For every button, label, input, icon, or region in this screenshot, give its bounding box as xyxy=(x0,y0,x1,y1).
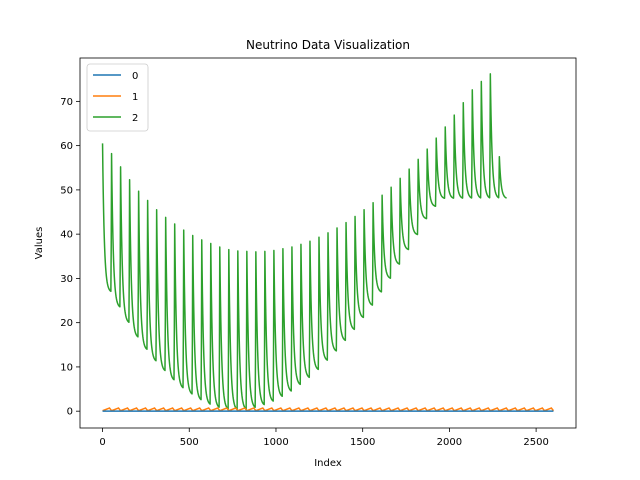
plot-area xyxy=(101,73,555,412)
legend-box xyxy=(86,63,149,132)
chart-title: Neutrino Data Visualization xyxy=(246,38,410,52)
y-tick-label: 30 xyxy=(60,274,73,285)
x-tick-label: 0 xyxy=(99,437,105,448)
legend-label-1: 1 xyxy=(132,92,138,103)
x-tick-label: 2500 xyxy=(523,437,548,448)
y-tick-label: 0 xyxy=(67,407,73,418)
x-axis-title: Index xyxy=(314,458,342,469)
x-axis: 0 500 1000 1500 2000 2500 xyxy=(99,428,549,448)
x-tick-label: 2000 xyxy=(437,437,462,448)
x-tick-label: 1000 xyxy=(263,437,288,448)
y-tick-label: 20 xyxy=(60,318,73,329)
y-axis-title: Values xyxy=(34,227,45,260)
plot-frame xyxy=(79,57,577,429)
legend: 0 1 2 xyxy=(86,63,149,132)
y-tick-label: 50 xyxy=(60,185,73,196)
y-axis: 0 10 20 30 40 50 60 70 xyxy=(60,97,80,418)
y-tick-label: 40 xyxy=(60,230,73,241)
legend-label-2: 2 xyxy=(132,113,138,124)
y-tick-label: 10 xyxy=(60,362,73,373)
x-tick-label: 500 xyxy=(180,437,199,448)
y-tick-label: 60 xyxy=(60,141,73,152)
legend-label-0: 0 xyxy=(132,71,138,82)
series-line-2 xyxy=(101,73,508,411)
x-tick-label: 1500 xyxy=(350,437,375,448)
y-tick-label: 70 xyxy=(60,97,73,108)
